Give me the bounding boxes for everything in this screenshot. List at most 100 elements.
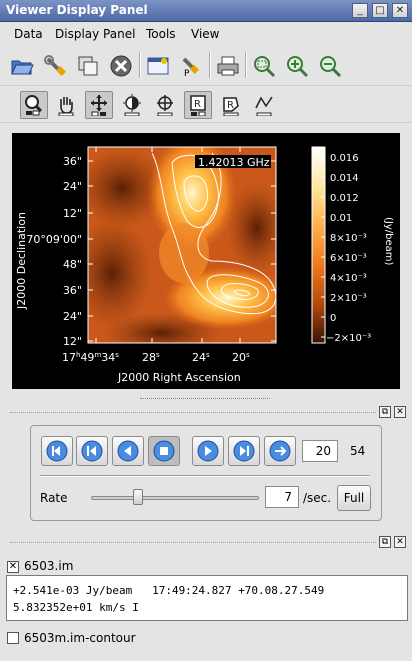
radio-image [88,147,276,343]
close-button[interactable]: ✕ [392,3,408,18]
y-tick-label: 48" [63,258,82,271]
x-axis-title: J2000 Right Ascension [117,371,241,384]
polyline-icon[interactable] [250,91,278,119]
info-dock-bar: ⧉ ✕ [0,536,412,550]
toolbar-separator [245,52,247,78]
plot-frame [87,146,277,344]
colorbar-tick: 6×10⁻³ [330,253,367,264]
x-tick-label: 28s [142,351,160,364]
y-tick-label: 70°09'00" [26,233,82,246]
svg-text:R: R [227,100,234,111]
play-backward-button[interactable] [112,436,144,466]
rate-slider-track[interactable] [91,496,259,500]
toolbar-separator [209,52,211,78]
y-axis-title: J2000 Declination [15,212,28,310]
colorbar-tick: 2×10⁻³ [330,293,367,304]
layer-checkbox-6503m-im-contour[interactable] [7,632,19,644]
undock-icon[interactable]: ⧉ [379,536,391,548]
y-tick-label: 12" [63,207,82,220]
x-tick-label: 24s [192,351,210,364]
contrast-icon[interactable] [118,91,146,119]
colorbar-tick: 0.01 [330,213,352,224]
image-display-canvas[interactable]: 1.42013 GHz 36" 24" 12" 70°09'00" 48" 36… [12,133,400,389]
close-circle-icon[interactable] [107,52,135,80]
x-tick-label: 20s [232,351,250,364]
last-frame-button[interactable] [264,436,296,466]
x-tick-label-first: 17h49m34s [62,351,119,364]
position-tracking-readout: +2.541e-03 Jy/beam 17:49:24.827 +70.08.2… [6,575,408,621]
menu-bar: Data Display Panel Tools View [0,23,412,45]
reverse-step-button[interactable] [76,436,108,466]
menu-display-panel[interactable]: Display Panel [55,27,136,41]
splitter-grip[interactable] [140,398,270,400]
dock-grip[interactable] [10,412,376,413]
open-folder-icon[interactable] [8,52,36,80]
rate-unit: /sec. [303,491,332,505]
animator-panel: 20 54 Rate 7 /sec. Full [30,425,382,521]
svg-text:P: P [184,69,190,78]
mouse-tools-toolbar: R R [0,87,412,123]
colorbar-tick: 0.012 [330,193,359,204]
frame-count: 54 [350,444,366,458]
svg-text:R: R [194,99,201,110]
polygon-region-icon[interactable]: R [217,91,245,119]
zoom-tool-icon[interactable] [20,91,48,119]
menu-data[interactable]: Data [14,27,43,41]
toolbar-separator [139,52,141,78]
colorbar-tick: 0.014 [330,173,359,184]
layer-checkbox-6503-im[interactable]: ✕ [7,561,19,573]
frequency-label-bg [195,155,271,168]
dock-close-icon[interactable]: ✕ [394,536,406,548]
move-cross-icon[interactable] [85,91,113,119]
dock-grip[interactable] [10,542,376,543]
copy-panels-icon[interactable] [74,52,102,80]
window-title: Viewer Display Panel [6,3,148,17]
print-wrench-icon[interactable]: P [177,52,205,80]
panel-options-icon[interactable] [144,52,172,80]
animator-divider [40,475,370,477]
minimize-button[interactable]: _ [352,3,368,18]
rate-slider-thumb[interactable] [133,489,144,505]
undock-icon[interactable]: ⧉ [379,406,391,418]
maximize-button[interactable]: □ [372,3,388,18]
play-reverse-icon [117,440,139,462]
menu-view[interactable]: View [191,27,220,41]
layer-name: 6503m.im-contour [24,631,136,645]
menu-tools[interactable]: Tools [146,27,176,41]
y-tick-label: 24" [63,180,82,193]
first-frame-button[interactable] [41,436,73,466]
zoom-out-icon[interactable] [316,52,344,80]
y-tick-label: 12" [63,335,82,348]
colorbar-tick: 0 [330,313,336,324]
rate-label: Rate [40,491,68,505]
forward-step-button[interactable] [228,436,260,466]
full-rate-button[interactable]: Full [337,485,371,511]
main-toolbar: P [0,46,412,86]
y-tick-label: 24" [63,310,82,323]
frame-number-input[interactable]: 20 [302,440,338,462]
printer-icon[interactable] [214,52,242,80]
pan-hand-icon[interactable] [52,91,80,119]
colorbar-tick: −2×10⁻³ [326,333,371,344]
step-back-icon [81,440,103,462]
play-forward-button[interactable] [192,436,224,466]
readout-line-1: +2.541e-03 Jy/beam 17:49:24.827 +70.08.2… [13,584,325,597]
colorbar-tick: 4×10⁻³ [330,273,367,284]
title-bar: Viewer Display Panel _ □ ✕ [0,0,412,22]
zoom-fit-icon[interactable] [250,52,278,80]
stop-icon [153,440,175,462]
crosshair-icon[interactable] [151,91,179,119]
colorbar [311,146,326,344]
rectangle-region-icon[interactable]: R [184,91,212,119]
rate-input[interactable]: 7 [265,486,299,508]
colorbar-tick: 0.016 [330,153,359,164]
colorbar-unit-label: (Jy/beam) [383,217,394,266]
dock-close-icon[interactable]: ✕ [394,406,406,418]
zoom-in-icon[interactable] [283,52,311,80]
frequency-label: 1.42013 GHz [198,156,270,169]
play-icon [197,440,219,462]
y-tick-label: 36" [63,155,82,168]
wrench-icon[interactable] [41,52,69,80]
rewind-to-start-icon [46,440,68,462]
stop-button[interactable] [148,436,180,466]
